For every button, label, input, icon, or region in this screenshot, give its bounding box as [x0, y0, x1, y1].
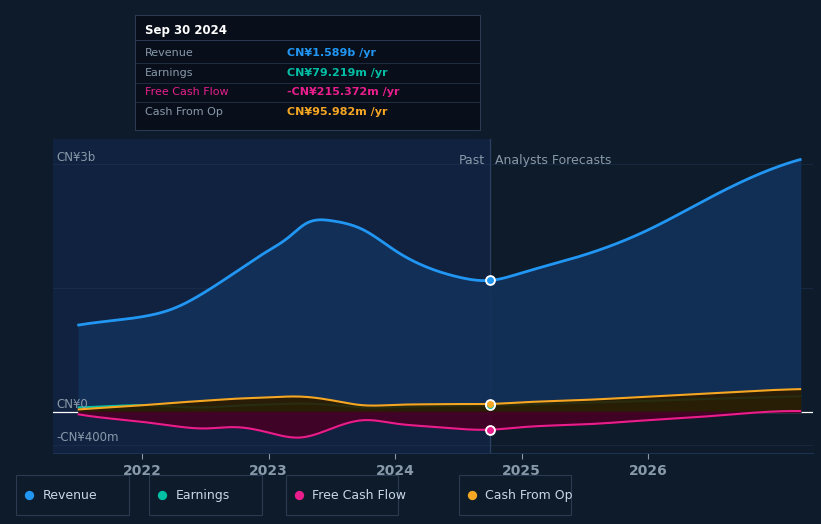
- Text: Free Cash Flow: Free Cash Flow: [312, 489, 406, 501]
- Text: Earnings: Earnings: [176, 489, 230, 501]
- FancyBboxPatch shape: [149, 475, 262, 515]
- Text: CN¥0: CN¥0: [56, 398, 88, 411]
- Point: [484, 425, 497, 434]
- Text: -CN¥215.372m /yr: -CN¥215.372m /yr: [287, 87, 399, 97]
- Point: [484, 276, 497, 285]
- Bar: [53, 139, 490, 453]
- Text: Analysts Forecasts: Analysts Forecasts: [495, 154, 612, 167]
- Point: [484, 276, 497, 285]
- Point: [484, 425, 497, 434]
- Text: CN¥1.589b /yr: CN¥1.589b /yr: [287, 48, 376, 58]
- Text: Revenue: Revenue: [43, 489, 98, 501]
- Text: Cash From Op: Cash From Op: [485, 489, 573, 501]
- Bar: [490, 139, 813, 453]
- Text: Free Cash Flow: Free Cash Flow: [145, 87, 229, 97]
- Point: [484, 400, 497, 408]
- Point: [484, 401, 497, 410]
- Point: [22, 491, 35, 499]
- Point: [155, 491, 168, 499]
- Text: Cash From Op: Cash From Op: [145, 106, 223, 117]
- FancyBboxPatch shape: [286, 475, 398, 515]
- Point: [484, 401, 497, 410]
- Text: Past: Past: [459, 154, 485, 167]
- Text: Sep 30 2024: Sep 30 2024: [145, 24, 227, 37]
- Text: -CN¥400m: -CN¥400m: [56, 431, 118, 444]
- Text: Earnings: Earnings: [145, 68, 194, 78]
- Point: [292, 491, 305, 499]
- Text: Revenue: Revenue: [145, 48, 194, 58]
- Point: [484, 400, 497, 408]
- Text: CN¥95.982m /yr: CN¥95.982m /yr: [287, 106, 388, 117]
- Point: [465, 491, 478, 499]
- Text: CN¥3b: CN¥3b: [56, 151, 95, 163]
- FancyBboxPatch shape: [16, 475, 129, 515]
- FancyBboxPatch shape: [459, 475, 571, 515]
- Text: CN¥79.219m /yr: CN¥79.219m /yr: [287, 68, 388, 78]
